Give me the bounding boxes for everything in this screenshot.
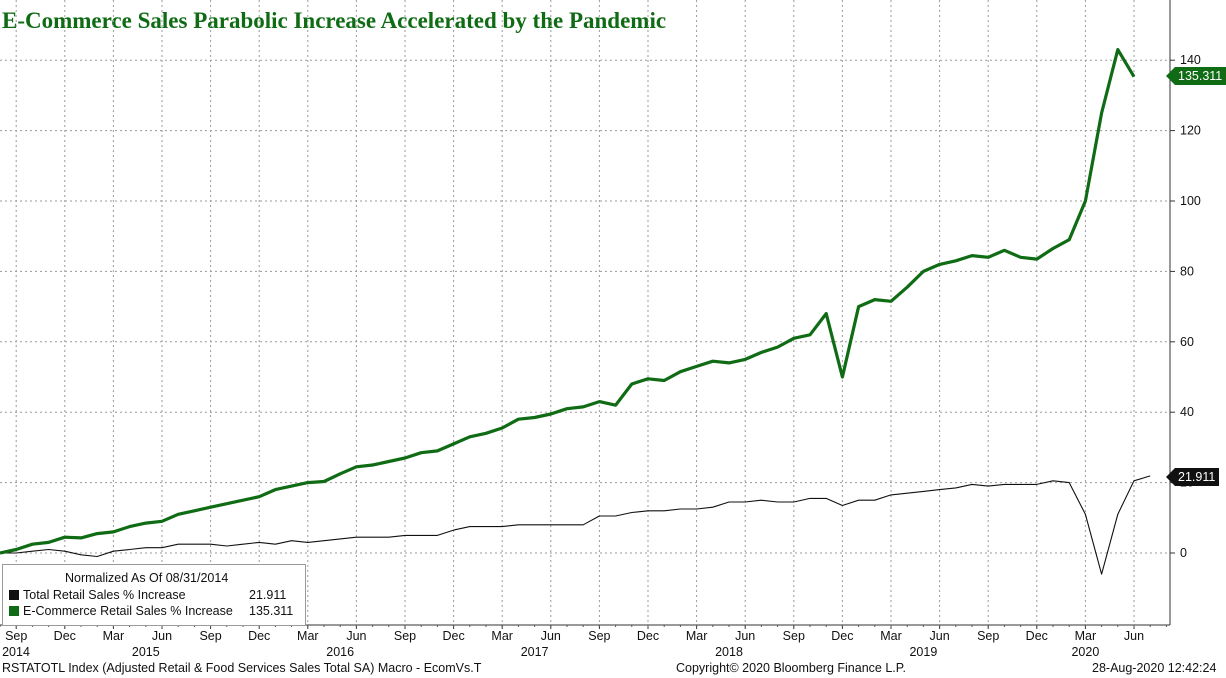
x-tick-label: Jun: [1124, 629, 1144, 643]
y-tick-label: 0: [1180, 546, 1187, 560]
x-year-label: 2020: [1071, 645, 1099, 659]
x-tick-label: Jun: [152, 629, 172, 643]
series-line-ecommerce: [0, 47, 1136, 555]
x-tick-label: Jun: [541, 629, 561, 643]
x-tick-label: Dec: [248, 629, 270, 643]
x-tick-label: Dec: [1026, 629, 1048, 643]
legend-item-label: Total Retail Sales % Increase: [23, 588, 186, 602]
x-tick-label: Jun: [346, 629, 366, 643]
y-tick-label: 140: [1180, 53, 1201, 67]
legend-item-label: E-Commerce Retail Sales % Increase: [23, 604, 233, 618]
y-tick-label: 120: [1180, 124, 1201, 138]
x-tick-label: Sep: [588, 629, 610, 643]
x-year-label: 2015: [132, 645, 160, 659]
x-year-label: 2016: [326, 645, 354, 659]
x-tick-label: Jun: [930, 629, 950, 643]
x-tick-label: Dec: [54, 629, 76, 643]
footer-source: RSTATOTL Index (Adjusted Retail & Food S…: [2, 661, 482, 675]
x-tick-label: Mar: [686, 629, 708, 643]
x-tick-label: Sep: [5, 629, 27, 643]
x-tick-label: Mar: [880, 629, 902, 643]
legend-item-value: 135.311: [249, 604, 294, 618]
x-year-label: 2018: [715, 645, 743, 659]
x-tick-label: Sep: [977, 629, 999, 643]
x-tick-label: Mar: [491, 629, 513, 643]
legend: Normalized As Of 08/31/2014 Total Retail…: [2, 564, 306, 626]
x-tick-label: Dec: [442, 629, 464, 643]
legend-item-ecommerce: E-Commerce Retail Sales % Increase: [9, 604, 233, 618]
legend-swatch: [9, 606, 19, 616]
footer-copyright: Copyright© 2020 Bloomberg Finance L.P.: [676, 661, 906, 675]
x-tick-label: Jun: [735, 629, 755, 643]
series-line-total-retail: [0, 475, 1151, 575]
x-tick-label: Dec: [637, 629, 659, 643]
x-tick-label: Mar: [297, 629, 319, 643]
legend-item-total-retail: Total Retail Sales % Increase: [9, 588, 186, 602]
x-tick-label: Mar: [103, 629, 125, 643]
ecommerce-last-value-tag: 135.311: [1165, 67, 1226, 85]
chart-title: E-Commerce Sales Parabolic Increase Acce…: [2, 8, 667, 33]
footer-timestamp: 28-Aug-2020 12:42:24: [1092, 661, 1217, 675]
legend-swatch: [9, 590, 19, 600]
x-tick-label: Sep: [394, 629, 416, 643]
x-tick-label: Sep: [783, 629, 805, 643]
x-tick-label: Sep: [199, 629, 221, 643]
x-tick-label: Dec: [831, 629, 853, 643]
x-year-label: 2017: [521, 645, 549, 659]
x-year-label: 2019: [909, 645, 937, 659]
y-tick-label: 80: [1180, 264, 1194, 278]
total-retail-last-value-tag: 21.911: [1165, 468, 1220, 486]
y-tick-label: 40: [1180, 405, 1194, 419]
legend-item-value: 21.911: [249, 588, 287, 602]
y-tick-label: 60: [1180, 335, 1194, 349]
legend-title: Normalized As Of 08/31/2014: [65, 571, 229, 585]
x-year-label: 2014: [2, 645, 30, 659]
x-tick-label: Mar: [1075, 629, 1097, 643]
y-tick-label: 100: [1180, 194, 1201, 208]
